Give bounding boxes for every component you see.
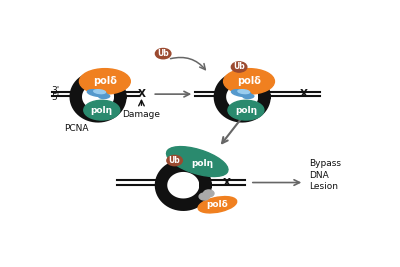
Text: 5': 5' xyxy=(52,93,60,102)
Ellipse shape xyxy=(243,94,254,99)
Ellipse shape xyxy=(166,147,228,176)
Circle shape xyxy=(204,190,214,197)
Ellipse shape xyxy=(224,69,274,94)
Text: polη: polη xyxy=(191,159,213,168)
Circle shape xyxy=(231,62,247,72)
Ellipse shape xyxy=(238,90,250,94)
Ellipse shape xyxy=(228,100,264,120)
Text: X: X xyxy=(300,89,308,99)
Text: Bypass
DNA
Lesion: Bypass DNA Lesion xyxy=(309,159,341,191)
Circle shape xyxy=(167,155,182,166)
Text: PCNA: PCNA xyxy=(64,124,89,132)
Text: polδ: polδ xyxy=(237,76,261,87)
Text: X: X xyxy=(223,178,231,187)
Circle shape xyxy=(155,49,171,59)
Ellipse shape xyxy=(80,69,130,94)
Text: X: X xyxy=(138,89,146,99)
Text: 3': 3' xyxy=(52,86,60,95)
Text: Ub: Ub xyxy=(233,62,245,72)
Text: polη: polη xyxy=(235,106,257,115)
Text: polδ: polδ xyxy=(206,200,228,209)
Text: polη: polη xyxy=(91,106,113,115)
Ellipse shape xyxy=(232,90,251,97)
Text: Ub: Ub xyxy=(169,156,180,165)
Ellipse shape xyxy=(87,90,107,97)
Circle shape xyxy=(199,193,210,200)
Ellipse shape xyxy=(94,90,106,94)
Ellipse shape xyxy=(84,100,120,120)
Text: polδ: polδ xyxy=(93,76,117,87)
Ellipse shape xyxy=(198,197,237,213)
Text: Damage: Damage xyxy=(122,110,160,119)
Ellipse shape xyxy=(99,94,110,99)
Text: Ub: Ub xyxy=(157,49,169,58)
